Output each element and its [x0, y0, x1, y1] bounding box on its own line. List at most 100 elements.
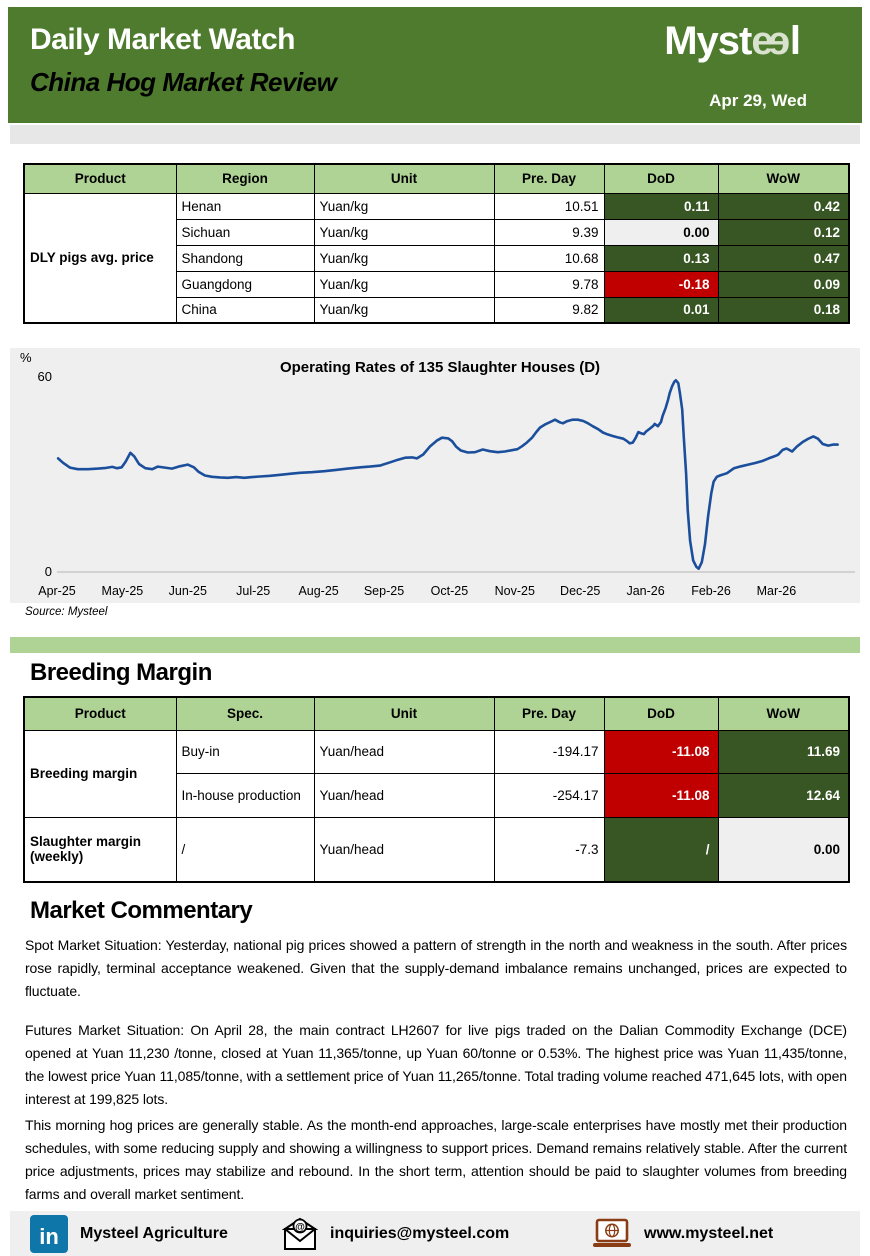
- dod-cell: 0.00: [603, 218, 719, 246]
- website-label: www.mysteel.net: [644, 1224, 774, 1242]
- wow-cell: 0.18: [717, 296, 850, 324]
- price-table-header-row: Product Region Unit Pre. Day DoD WoW: [23, 163, 850, 194]
- region-cell: Sichuan: [175, 218, 315, 246]
- divider-band-green: [10, 637, 860, 653]
- table-row: In-house production Yuan/head -254.17 -1…: [24, 772, 850, 818]
- footer-linkedin-link[interactable]: in Mysteel Agriculture: [30, 1211, 228, 1256]
- preday-cell: -7.3: [493, 816, 605, 883]
- linkedin-label: Mysteel Agriculture: [80, 1224, 228, 1242]
- spec-cell: In-house production: [175, 772, 315, 818]
- preday-cell: 9.78: [493, 270, 605, 298]
- unit-cell: Yuan/head: [313, 772, 495, 818]
- spec-cell: /: [175, 816, 315, 883]
- x-axis-tick: Mar-26: [757, 584, 797, 598]
- laptop-globe-icon: [593, 1218, 631, 1247]
- dod-cell: 0.13: [603, 244, 719, 272]
- x-axis-tick: Oct-25: [431, 584, 469, 598]
- divider-band-gray: [10, 125, 860, 144]
- logo-mirrored-e-glyph: e: [768, 19, 790, 63]
- at-symbol: @: [295, 1222, 305, 1233]
- y-axis-tick-60: 60: [38, 369, 52, 384]
- table-row: DLY pigs avg. price Henan Yuan/kg 10.51 …: [23, 192, 850, 324]
- commentary-paragraph-outlook: This morning hog prices are generally st…: [25, 1117, 847, 1202]
- product-cell: Slaughter margin (weekly): [23, 816, 177, 883]
- table-row: Guangdong Yuan/kg 9.78 -0.18 0.09: [24, 270, 850, 298]
- unit-cell: Yuan/head: [313, 816, 495, 883]
- unit-cell: Yuan/kg: [313, 270, 495, 298]
- logo-text-end: l: [789, 19, 801, 63]
- dod-cell: 0.11: [603, 192, 719, 220]
- col-header-preday: Pre. Day: [493, 696, 605, 731]
- col-header-product: Product: [23, 696, 177, 731]
- wow-cell: 0.00: [717, 816, 850, 883]
- col-header-unit: Unit: [313, 163, 495, 194]
- price-table: Product Region Unit Pre. Day DoD WoW DLY…: [23, 163, 850, 324]
- table-row: Sichuan Yuan/kg 9.39 0.00 0.12: [24, 218, 850, 246]
- y-axis-unit-label: %: [20, 350, 32, 365]
- table-row: China Yuan/kg 9.82 0.01 0.18: [24, 296, 850, 324]
- dod-cell: /: [603, 816, 719, 883]
- unit-cell: Yuan/kg: [313, 192, 495, 220]
- col-header-product: Product: [23, 163, 177, 194]
- region-cell: China: [175, 296, 315, 324]
- breeding-table-header-row: Product Spec. Unit Pre. Day DoD WoW: [23, 696, 850, 731]
- preday-cell: 10.68: [493, 244, 605, 272]
- x-axis-tick: May-25: [102, 584, 144, 598]
- preday-cell: 10.51: [493, 192, 605, 220]
- report-title: Daily Market Watch: [30, 23, 295, 56]
- logo-text: Myst: [664, 19, 752, 63]
- footer-website-link[interactable]: www.mysteel.net: [592, 1211, 773, 1256]
- wow-cell: 12.64: [717, 772, 850, 818]
- breeding-margin-heading: Breeding Margin: [30, 659, 212, 686]
- x-axis-tick: Feb-26: [691, 584, 731, 598]
- footer-band: [10, 1211, 860, 1256]
- table-row: Breeding margin Buy-in Yuan/head -194.17…: [23, 729, 850, 818]
- col-header-dod: DoD: [603, 163, 719, 194]
- chart-source: Source: Mysteel: [25, 606, 108, 618]
- product-cell: DLY pigs avg. price: [23, 192, 177, 324]
- report-header: Daily Market Watch China Hog Market Revi…: [8, 7, 862, 123]
- wow-cell: 0.47: [717, 244, 850, 272]
- wow-cell: 0.42: [717, 192, 850, 220]
- dod-cell: 0.01: [603, 296, 719, 324]
- wow-cell: 0.12: [717, 218, 850, 246]
- x-axis-tick: Jan-26: [626, 584, 664, 598]
- col-header-wow: WoW: [717, 163, 850, 194]
- col-header-spec: Spec.: [175, 696, 315, 731]
- operating-rate-line: [56, 378, 839, 570]
- unit-cell: Yuan/kg: [313, 218, 495, 246]
- mysteel-logo: Mysteel: [664, 19, 801, 64]
- commentary-paragraph-futures: Futures Market Situation: On April 28, t…: [25, 1022, 847, 1107]
- col-header-preday: Pre. Day: [493, 163, 605, 194]
- x-axis-tick: Jun-25: [169, 584, 207, 598]
- commentary-paragraph-spot: Spot Market Situation: Yesterday, nation…: [25, 937, 847, 999]
- region-cell: Guangdong: [175, 270, 315, 298]
- region-cell: Shandong: [175, 244, 315, 272]
- x-axis-tick: Nov-25: [495, 584, 535, 598]
- preday-cell: 9.82: [493, 296, 605, 324]
- x-axis-tick: Sep-25: [364, 584, 404, 598]
- preday-cell: -254.17: [493, 772, 605, 818]
- market-commentary-heading: Market Commentary: [30, 897, 253, 924]
- spec-cell: Buy-in: [175, 729, 315, 774]
- dod-cell: -11.08: [603, 772, 719, 818]
- email-label: inquiries@mysteel.com: [330, 1224, 510, 1242]
- email-envelope-icon: @: [282, 1217, 318, 1250]
- chart-panel: % Operating Rates of 135 Slaughter House…: [10, 348, 860, 603]
- linkedin-icon: in: [30, 1214, 68, 1253]
- x-axis-tick: Dec-25: [560, 584, 600, 598]
- unit-cell: Yuan/head: [313, 729, 495, 774]
- region-cell: Henan: [175, 192, 315, 220]
- col-header-unit: Unit: [313, 696, 495, 731]
- operating-rates-chart: % Operating Rates of 135 Slaughter House…: [20, 350, 855, 598]
- wow-cell: 0.09: [717, 270, 850, 298]
- x-axis-ticks: Apr-25 May-25 Jun-25 Jul-25 Aug-25 Sep-25 Oct-…: [38, 584, 796, 598]
- dod-cell: -0.18: [603, 270, 719, 298]
- wow-cell: 11.69: [717, 729, 850, 774]
- footer-email-link[interactable]: @ inquiries@mysteel.com: [282, 1211, 509, 1256]
- preday-cell: -194.17: [493, 729, 605, 774]
- product-cell: Breeding margin: [23, 729, 177, 818]
- x-axis-tick: Aug-25: [298, 584, 338, 598]
- preday-cell: 9.39: [493, 218, 605, 246]
